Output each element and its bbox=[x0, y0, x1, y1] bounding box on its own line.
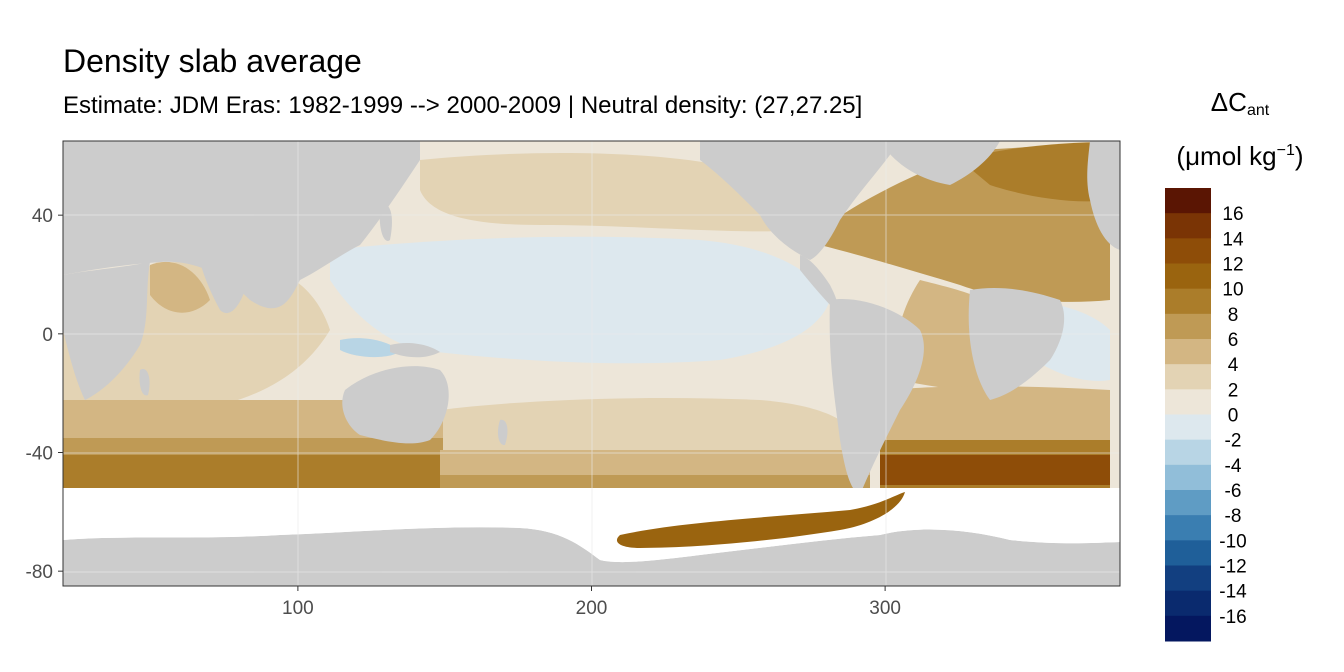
japan-land bbox=[379, 204, 392, 241]
africa-land bbox=[63, 262, 150, 400]
north-america-land bbox=[700, 141, 900, 260]
africa-east-land bbox=[968, 288, 1065, 400]
new-guinea-land bbox=[390, 342, 440, 358]
chart-title: Density slab average bbox=[63, 43, 362, 79]
madagascar-land bbox=[139, 369, 150, 396]
map-layers bbox=[63, 141, 1120, 586]
x-axis: 100 200 300 bbox=[282, 586, 901, 619]
y-tick-label: 40 bbox=[32, 206, 53, 227]
new-zealand-land bbox=[497, 419, 508, 446]
north-atlantic-strong bbox=[960, 142, 1110, 202]
grid-lines bbox=[63, 141, 1120, 586]
eurasia-land bbox=[63, 141, 420, 309]
central-america-land bbox=[800, 255, 838, 310]
x-tick-label: 200 bbox=[576, 598, 608, 619]
pacific-negative-region bbox=[330, 236, 830, 364]
southern-band-3 bbox=[63, 455, 443, 488]
ross-sea-signal-overlay bbox=[616, 492, 905, 548]
legend-title-unit: (μmol kg−1) bbox=[1176, 141, 1304, 171]
indian-arabian-band bbox=[150, 261, 210, 313]
y-tick-label: -40 bbox=[26, 444, 53, 465]
legend-title: ΔCant (μmol kg−1) bbox=[1160, 82, 1320, 176]
x-tick-label: 100 bbox=[282, 598, 314, 619]
y-axis: 40 0 -40 -80 bbox=[26, 206, 63, 583]
south-america-land bbox=[829, 299, 924, 495]
y-tick-label: 0 bbox=[42, 325, 53, 346]
indonesia-negative-spot bbox=[340, 338, 400, 358]
india-land bbox=[200, 261, 245, 314]
y-tick-label: -80 bbox=[26, 562, 53, 583]
north-pacific-warm bbox=[420, 153, 800, 232]
legend-title-symbol: ΔCant bbox=[1210, 87, 1270, 119]
chart-subtitle: Estimate: JDM Eras: 1982-1999 --> 2000-2… bbox=[63, 92, 863, 119]
australia-land bbox=[342, 366, 449, 444]
greenland-land bbox=[880, 141, 1000, 185]
southern-atlantic-band-strong bbox=[880, 455, 1110, 485]
europe-land bbox=[1087, 141, 1120, 250]
x-tick-label: 300 bbox=[869, 598, 901, 619]
